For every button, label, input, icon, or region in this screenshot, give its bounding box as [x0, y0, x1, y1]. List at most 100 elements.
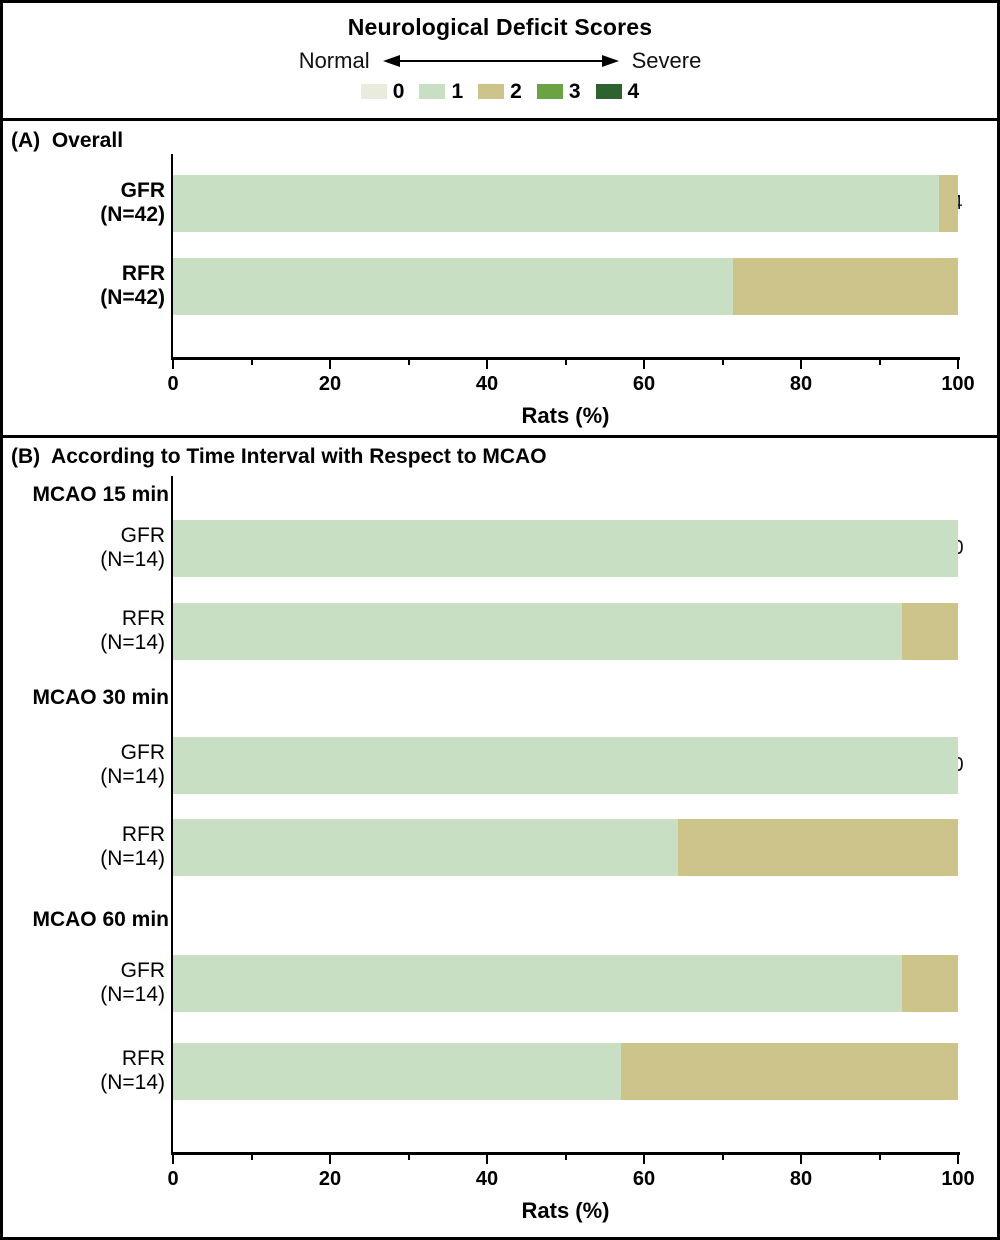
- row-label: RFR (N=42): [100, 262, 165, 309]
- x-axis-tick-label: 0: [167, 1168, 179, 1190]
- x-axis-major-tick: [486, 360, 488, 369]
- bar-segment-score-2: [939, 175, 958, 232]
- legend-swatch-score-0: [360, 84, 387, 99]
- x-axis-tick-label: 60: [632, 373, 656, 395]
- legend-item-score-2: 2: [478, 81, 522, 102]
- bar-row: [173, 737, 958, 794]
- bar-segment-score-1: [173, 520, 958, 577]
- x-axis-tick-label: 100: [941, 1168, 975, 1190]
- x-axis-line: [171, 357, 960, 360]
- x-axis-tick-label: 20: [318, 1168, 342, 1190]
- bar-row: [173, 175, 958, 232]
- x-axis-tick-label: 40: [475, 1168, 499, 1190]
- x-axis-minor-tick: [250, 1155, 253, 1160]
- legend-score-label: 2: [510, 80, 522, 103]
- legend-swatch-score-3: [536, 84, 563, 99]
- figure-title: Neurological Deficit Scores: [347, 14, 653, 40]
- x-axis-tick-label: 40: [475, 373, 499, 395]
- legend-item-score-0: 0: [360, 80, 405, 103]
- bar-segment-score-1: [173, 258, 734, 315]
- x-axis-minor-tick: [407, 1155, 410, 1160]
- scale-normal-label: Normal: [298, 48, 370, 73]
- double-arrow-icon: [382, 55, 619, 67]
- x-axis-minor-tick: [878, 1155, 881, 1160]
- x-axis-tick-label: 80: [789, 1168, 813, 1190]
- bar-row: [173, 258, 958, 315]
- x-axis-minor-tick: [564, 360, 567, 365]
- row-label: GFR (N=14): [100, 524, 165, 571]
- value-label: 0: [952, 537, 964, 559]
- x-axis-minor-tick: [721, 360, 724, 365]
- legend-swatch-score-4: [595, 84, 622, 99]
- x-axis-tick-label: 20: [318, 373, 342, 395]
- x-axis-major-tick: [172, 1155, 174, 1164]
- x-axis-line: [171, 1152, 960, 1155]
- x-axis-title: Rats (%): [521, 403, 610, 428]
- score-legend: 0 1 2 3 4: [360, 80, 640, 103]
- bar-row: [173, 955, 958, 1012]
- x-axis-major-tick: [957, 360, 959, 369]
- x-axis-major-tick: [329, 1155, 331, 1164]
- bar-segment-score-2: [677, 819, 958, 876]
- group-label: MCAO 30 min: [32, 686, 169, 709]
- x-axis-minor-tick: [878, 360, 881, 365]
- bar-row: [173, 520, 958, 577]
- row-label: RFR (N=14): [100, 607, 165, 654]
- panel-b-title: (B) According to Time Interval with Resp…: [11, 445, 547, 468]
- bar-segment-score-1: [173, 1043, 622, 1100]
- x-axis-minor-tick: [250, 360, 253, 365]
- panel-a: (A) Overall GFR (N=42)97.62.4RFR (N=42)7…: [3, 121, 997, 438]
- bar-segment-score-2: [733, 258, 958, 315]
- x-axis-tick-label: 0: [167, 373, 179, 395]
- x-axis-major-tick: [643, 360, 645, 369]
- bar-row: [173, 1043, 958, 1100]
- bar-segment-score-2: [902, 955, 958, 1012]
- legend-item-score-1: 1: [419, 81, 463, 102]
- panel-a-plot: GFR (N=42)97.62.4RFR (N=42)71.428.602040…: [3, 121, 997, 435]
- x-axis-major-tick: [172, 360, 174, 369]
- legend-score-label: 1: [451, 80, 464, 103]
- x-axis-tick-label: 100: [941, 373, 975, 395]
- bar-segment-score-1: [173, 737, 958, 794]
- scale-severe-label: Severe: [631, 48, 702, 73]
- severity-scale: Normal Severe: [299, 48, 702, 74]
- legend-item-score-3: 3: [536, 80, 581, 103]
- legend-panel: Neurological Deficit Scores Normal Sever…: [3, 3, 997, 121]
- x-axis-major-tick: [800, 360, 802, 369]
- legend-score-label: 3: [568, 80, 581, 103]
- legend-score-label: 4: [627, 80, 640, 103]
- y-axis-line: [171, 476, 173, 1154]
- x-axis-minor-tick: [407, 360, 410, 365]
- row-label: GFR (N=42): [100, 179, 165, 226]
- legend-swatch-score-2: [478, 84, 505, 99]
- x-axis-major-tick: [643, 1155, 645, 1164]
- bar-row: [173, 603, 958, 660]
- y-axis-line: [171, 154, 173, 359]
- bar-segment-score-2: [621, 1043, 958, 1100]
- x-axis-minor-tick: [721, 1155, 724, 1160]
- bar-segment-score-1: [173, 175, 940, 232]
- x-axis-major-tick: [329, 360, 331, 369]
- row-label: RFR (N=14): [100, 823, 165, 870]
- legend-item-score-4: 4: [595, 80, 640, 103]
- x-axis-major-tick: [486, 1155, 488, 1164]
- row-label: RFR (N=14): [100, 1047, 165, 1094]
- value-label: 0: [952, 754, 964, 776]
- x-axis-major-tick: [800, 1155, 802, 1164]
- bar-segment-score-1: [173, 819, 678, 876]
- x-axis-tick-label: 60: [632, 1168, 656, 1190]
- legend-score-label: 0: [392, 80, 405, 103]
- x-axis-tick-label: 80: [789, 373, 813, 395]
- panel-a-title: (A) Overall: [11, 129, 124, 152]
- bar-row: [173, 819, 958, 876]
- group-label: MCAO 15 min: [32, 483, 169, 506]
- x-axis-major-tick: [957, 1155, 959, 1164]
- x-axis-title: Rats (%): [521, 1198, 610, 1223]
- group-label: MCAO 60 min: [32, 908, 169, 931]
- bar-segment-score-1: [173, 603, 903, 660]
- legend-swatch-score-1: [419, 84, 446, 99]
- row-label: GFR (N=14): [100, 741, 165, 788]
- x-axis-minor-tick: [564, 1155, 567, 1160]
- panel-b: (B) According to Time Interval with Resp…: [3, 438, 997, 1237]
